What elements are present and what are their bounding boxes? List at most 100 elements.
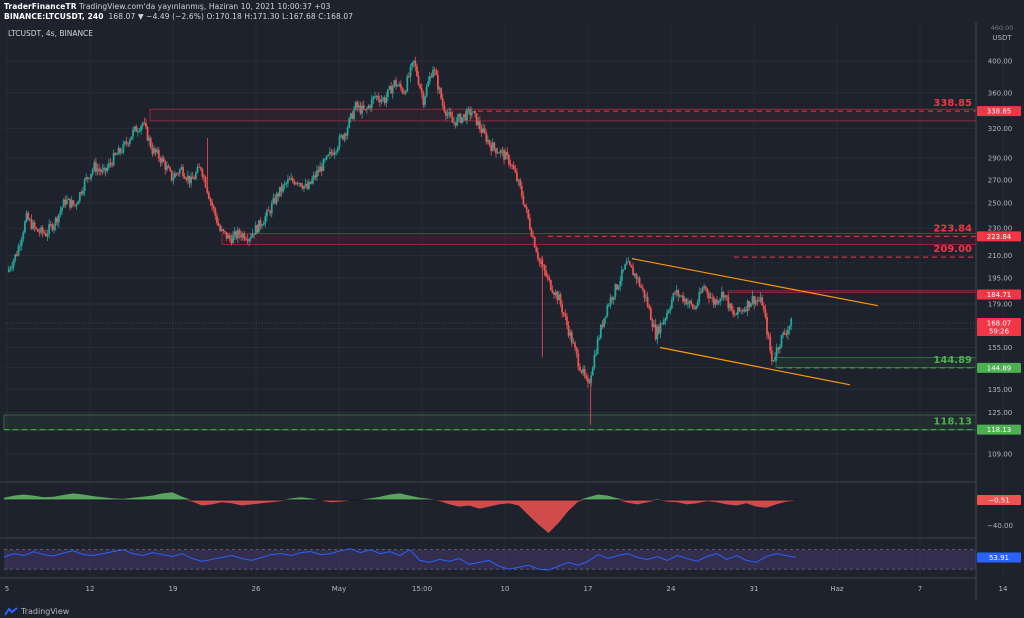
candle-body	[641, 287, 644, 290]
candle-body	[228, 235, 231, 239]
candle-body	[553, 292, 555, 295]
candle-body	[637, 278, 639, 280]
candle-body	[332, 153, 334, 155]
candle-body	[601, 324, 604, 327]
candle-body	[54, 217, 57, 226]
candle-body	[490, 144, 493, 152]
candle-body	[503, 150, 505, 160]
time-tick-label: 15:00	[412, 585, 432, 593]
candle-body	[367, 105, 370, 109]
candles	[7, 56, 793, 425]
price-axis[interactable]: 400.00 360.00 320.00 290.00 270.00 250.00 230.…	[975, 22, 1021, 600]
candle-body	[630, 264, 633, 268]
candle-body	[609, 297, 612, 306]
zone-box	[727, 290, 977, 293]
candle-body	[566, 316, 568, 326]
price-tag	[977, 424, 1021, 435]
candle-body	[206, 187, 209, 193]
candle-body	[495, 148, 497, 154]
candle-body	[435, 70, 438, 76]
candle-body	[177, 173, 180, 175]
grid	[4, 22, 1004, 578]
candle-body	[730, 303, 733, 311]
candle-body	[674, 293, 676, 294]
rsi-band	[4, 549, 976, 570]
candle-body	[688, 301, 691, 304]
candle-body	[540, 261, 543, 265]
level-label: 118.13	[933, 417, 972, 428]
candle-body	[195, 172, 197, 179]
axis-unit: USDT	[992, 34, 1012, 42]
candle-body	[15, 254, 18, 256]
candle-body	[608, 305, 610, 306]
candle-body	[549, 280, 552, 290]
candle-body	[438, 88, 441, 90]
time-tick-label: 5	[5, 585, 9, 593]
candle-body	[304, 183, 307, 186]
candle-body	[638, 278, 641, 286]
candle-body	[370, 99, 373, 108]
price-tick-label: 400.00	[988, 57, 1013, 65]
candle-body	[770, 350, 773, 362]
candle-body	[377, 96, 380, 100]
candle-body	[433, 69, 436, 71]
candle-body	[690, 301, 693, 305]
candle-body	[61, 207, 63, 211]
candle-body	[767, 334, 770, 337]
candle-body	[77, 201, 80, 205]
candle-body	[117, 148, 120, 155]
candle-body	[758, 300, 760, 302]
price-tag	[977, 231, 1021, 242]
candle-body	[214, 208, 217, 216]
candle-body	[425, 86, 428, 97]
candle-body	[516, 172, 518, 181]
candle-body	[372, 96, 375, 100]
candle-body	[764, 309, 767, 317]
candle-body	[645, 297, 647, 298]
candle-body	[522, 196, 525, 205]
candle-body	[185, 178, 188, 180]
candle-body	[22, 232, 25, 239]
candle-body	[732, 310, 735, 315]
author-name[interactable]: TraderFinanceTR	[4, 2, 77, 11]
candle-body	[388, 86, 391, 90]
candle-body	[167, 166, 170, 168]
candle-body	[695, 306, 697, 309]
time-tick-label: Haz	[830, 585, 844, 593]
candle-body	[51, 224, 54, 230]
tradingview-watermark[interactable]: TradingView	[4, 607, 69, 616]
candle-body	[88, 178, 91, 180]
watermark-text: TradingView	[21, 607, 70, 616]
candle-body	[340, 135, 343, 137]
candle-body	[378, 99, 381, 103]
price-tick-label: 320.00	[988, 125, 1013, 133]
candle-body	[588, 382, 591, 384]
candle-body	[619, 281, 622, 287]
candle-body	[533, 236, 536, 248]
candle-body	[785, 334, 788, 335]
candle-body	[282, 184, 284, 192]
candle-body	[285, 183, 288, 185]
candle-body	[512, 165, 515, 170]
candle-body	[590, 375, 593, 383]
descending-channel[interactable]	[631, 258, 879, 386]
candle-body	[711, 297, 714, 299]
candle-body	[599, 324, 602, 338]
candle-body	[625, 261, 628, 265]
candle-body	[685, 298, 688, 305]
candle-body	[704, 286, 707, 289]
candle-body	[132, 129, 134, 137]
rsi-value-tag	[977, 552, 1021, 563]
candle-body	[236, 230, 239, 239]
candle-body	[453, 122, 455, 124]
candle-body	[151, 147, 154, 154]
candle-body	[375, 96, 378, 97]
candle-body	[725, 295, 728, 297]
candle-body	[427, 81, 430, 87]
candle-body	[119, 148, 122, 153]
price-tick-label: 210.00	[988, 252, 1013, 260]
candle-body	[169, 167, 172, 171]
candle-body	[451, 116, 454, 123]
